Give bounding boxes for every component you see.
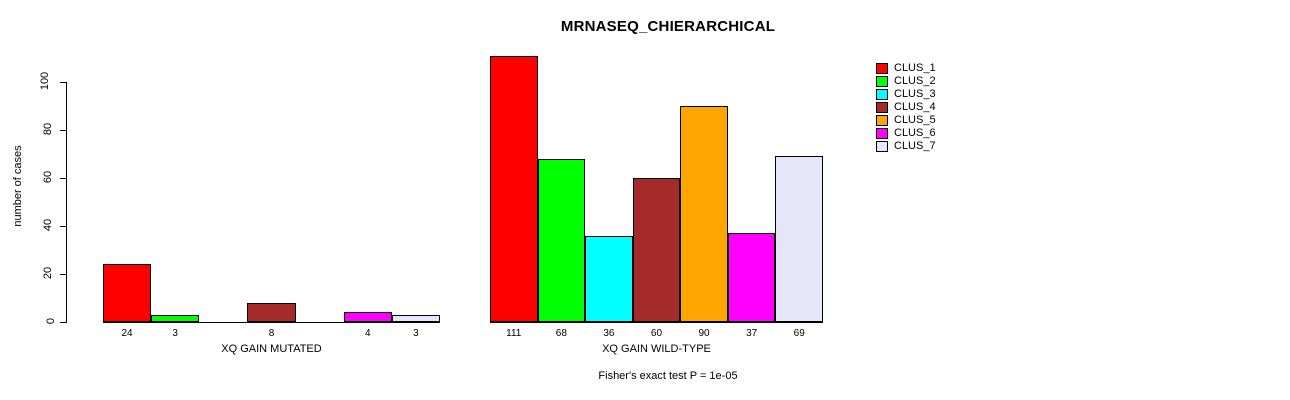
legend-item-label: CLUS_6: [894, 127, 936, 139]
bar-value-label: 37: [746, 328, 758, 339]
bar-value-label: 8: [268, 328, 275, 339]
legend-item-label: CLUS_7: [894, 140, 936, 152]
y-axis-tick-label: 100: [14, 71, 54, 91]
legend-item-label: CLUS_2: [894, 75, 936, 87]
y-axis-tick: [60, 322, 66, 323]
bar: [632, 178, 681, 322]
bar: [490, 55, 538, 322]
bar-value-label: 69: [793, 328, 805, 339]
y-axis-tick: [60, 226, 66, 227]
bar: [247, 302, 296, 322]
page-title: MRNASEQ_CHIERARCHICAL: [560, 18, 776, 35]
y-axis-tick: [60, 130, 66, 131]
legend-item: CLUS_1: [876, 62, 936, 75]
legend-item-label: CLUS_5: [894, 114, 936, 126]
y-axis-line: [66, 82, 67, 323]
legend-color-swatch: [876, 89, 888, 100]
legend-color-swatch: [876, 102, 888, 113]
y-axis-tick-label-text: 100: [38, 71, 51, 91]
bar-value-label: 3: [172, 328, 178, 339]
legend-item-label: CLUS_1: [894, 62, 936, 74]
legend-item: CLUS_3: [876, 88, 936, 101]
legend-item: CLUS_2: [876, 75, 936, 88]
y-axis-tick-label-text: 60: [41, 170, 54, 184]
y-axis-tick-label-text: 40: [41, 218, 54, 232]
y-axis-tick-label: 80: [14, 123, 54, 135]
legend-item: CLUS_5: [876, 114, 936, 127]
bar-value-label: 90: [698, 328, 710, 339]
bar: [775, 156, 823, 322]
bar-value-label: 24: [121, 328, 133, 339]
legend-item-label: CLUS_4: [894, 101, 936, 113]
bar-value-label: 111: [506, 328, 522, 339]
bar-value-label: 36: [603, 328, 615, 339]
bar-value-label: 3: [413, 328, 419, 339]
y-axis-tick-label: 20: [14, 267, 54, 279]
y-axis-tick-label-text: 80: [41, 122, 54, 136]
y-axis-tick-label-text: 0: [44, 317, 57, 325]
bar: [343, 312, 392, 322]
y-axis-tick: [60, 178, 66, 179]
legend-item: CLUS_6: [876, 127, 936, 140]
legend-item: CLUS_7: [876, 140, 936, 153]
legend-color-swatch: [876, 141, 888, 152]
y-axis-tick-label-text: 20: [41, 266, 54, 280]
y-axis-tick: [60, 274, 66, 275]
bar: [537, 158, 586, 322]
panel-baseline: [103, 322, 440, 323]
bar-value-label: 68: [555, 328, 567, 339]
panel-axis-label: XQ GAIN WILD-TYPE: [602, 343, 711, 355]
bar: [585, 235, 633, 322]
legend-color-swatch: [876, 63, 888, 74]
bar-value-label: 60: [650, 328, 663, 339]
bar-value-label: 4: [364, 328, 371, 339]
bar: [727, 233, 776, 322]
panel-axis-label: XQ GAIN MUTATED: [221, 343, 322, 355]
legend-color-swatch: [876, 115, 888, 126]
panel-baseline: [490, 322, 823, 323]
y-axis-tick-label: 0: [14, 315, 57, 327]
y-axis-title: number of cases: [12, 145, 24, 227]
legend: CLUS_1 CLUS_2 CLUS_3 CLUS_4 CLUS_5 CLUS_6 CLUS…: [876, 62, 936, 153]
legend-color-swatch: [876, 128, 888, 139]
legend-color-swatch: [876, 76, 888, 87]
statistical-test-annotation: Fisher's exact test P = 1e-05: [598, 370, 738, 382]
bar: [151, 314, 200, 322]
y-axis-tick: [60, 82, 66, 83]
bar: [680, 106, 728, 322]
bar: [391, 314, 440, 322]
legend-item: CLUS_4: [876, 101, 936, 114]
legend-item-label: CLUS_3: [894, 88, 936, 100]
bar: [103, 264, 152, 322]
